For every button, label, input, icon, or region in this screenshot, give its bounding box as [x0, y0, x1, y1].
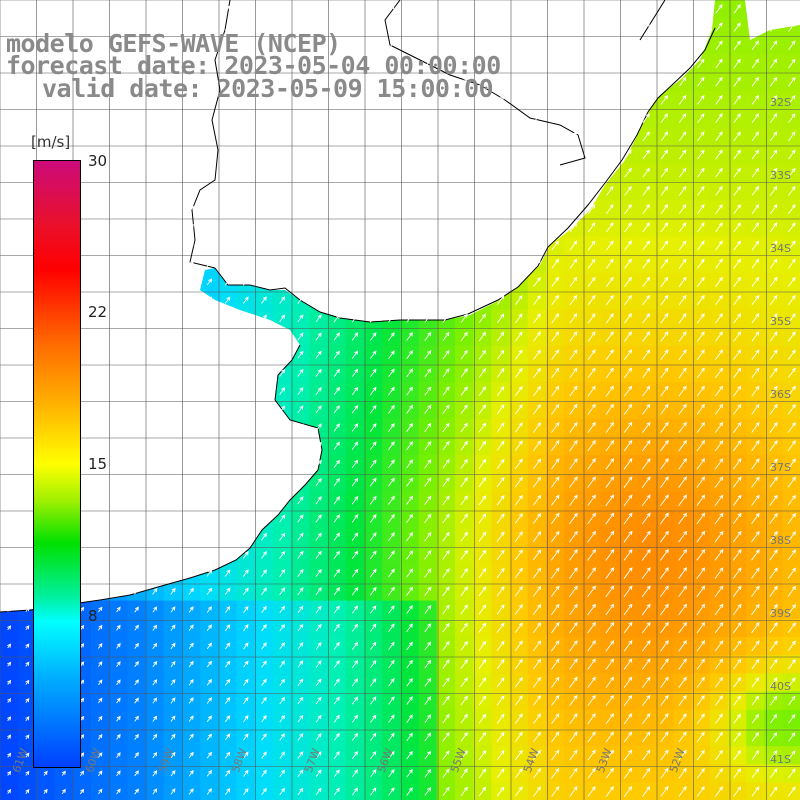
latitude-label: 35S — [770, 315, 791, 328]
land-mass — [0, 0, 800, 612]
colorbar-tick-30: 30 — [88, 152, 108, 170]
colorbar-tick-15: 15 — [88, 455, 108, 473]
valid-date: valid date: 2023-05-09 15:00:00 — [42, 74, 494, 103]
latitude-label: 41S — [770, 753, 791, 766]
latitude-label: 36S — [770, 388, 791, 401]
latitude-label: 34S — [770, 242, 791, 255]
colorbar-unit-label: [m/s] — [31, 133, 71, 151]
latitude-label: 38S — [770, 534, 791, 547]
wind-direction-arrows — [7, 4, 796, 797]
colorbar-tick-22: 22 — [88, 303, 108, 321]
latitude-label: 40S — [770, 680, 791, 693]
forecast-date: forecast date: 2023-05-04 00:00:00 — [6, 51, 501, 80]
colorbar — [33, 160, 81, 768]
latitude-label: 37S — [770, 461, 791, 474]
latitude-label: 32S — [770, 96, 791, 109]
colorbar-tick-8: 8 — [88, 607, 98, 625]
coastline — [0, 0, 716, 613]
model-title: modelo GEFS-WAVE (NCEP) — [6, 29, 341, 58]
latitude-label: 39S — [770, 607, 791, 620]
latitude-label: 33S — [770, 169, 791, 182]
